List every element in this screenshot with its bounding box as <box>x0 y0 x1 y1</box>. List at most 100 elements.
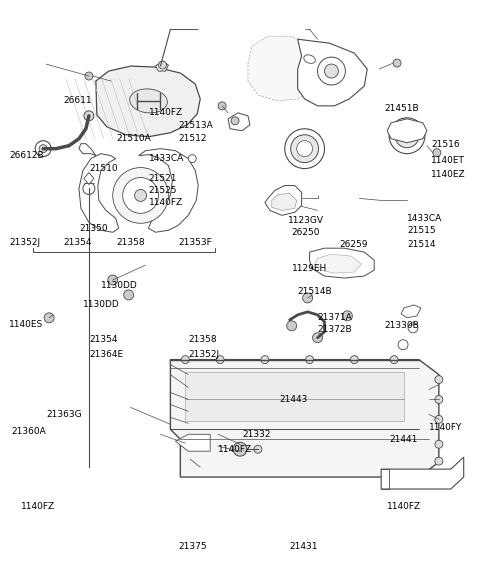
Circle shape <box>124 290 133 300</box>
Polygon shape <box>175 435 210 451</box>
Text: 1140FZ: 1140FZ <box>148 108 183 118</box>
Circle shape <box>181 356 189 364</box>
Circle shape <box>324 64 338 78</box>
Circle shape <box>342 311 352 321</box>
Circle shape <box>408 323 418 333</box>
Text: 26250: 26250 <box>292 228 320 237</box>
Polygon shape <box>381 457 464 489</box>
Text: 21353F: 21353F <box>179 238 212 247</box>
Circle shape <box>123 178 158 214</box>
Circle shape <box>350 356 358 364</box>
Text: 21521: 21521 <box>148 174 177 183</box>
Text: 1140ES: 1140ES <box>9 320 44 329</box>
Text: 21360A: 21360A <box>12 427 46 436</box>
Polygon shape <box>79 144 96 156</box>
Text: 1140FZ: 1140FZ <box>21 502 55 512</box>
Circle shape <box>85 72 93 80</box>
Circle shape <box>287 321 297 331</box>
Polygon shape <box>139 148 198 232</box>
Circle shape <box>35 140 51 156</box>
Circle shape <box>435 415 443 423</box>
Text: 21363G: 21363G <box>46 410 82 419</box>
Ellipse shape <box>304 55 315 63</box>
Text: 21330B: 21330B <box>384 321 419 330</box>
Polygon shape <box>248 36 324 101</box>
Circle shape <box>318 57 346 85</box>
Text: 1140FZ: 1140FZ <box>218 445 252 454</box>
Ellipse shape <box>130 89 168 113</box>
Text: 21364E: 21364E <box>89 350 123 359</box>
Text: 21441: 21441 <box>389 435 418 444</box>
Circle shape <box>254 445 262 453</box>
Circle shape <box>302 293 312 303</box>
Text: 21371A: 21371A <box>318 313 352 323</box>
Circle shape <box>291 135 319 163</box>
Text: 21525: 21525 <box>148 186 177 195</box>
Text: 21451B: 21451B <box>384 104 419 114</box>
Text: 21354: 21354 <box>63 238 92 247</box>
Circle shape <box>285 129 324 168</box>
Circle shape <box>134 190 146 202</box>
Polygon shape <box>185 372 404 421</box>
Text: 26611: 26611 <box>63 96 92 106</box>
Text: 1130DD: 1130DD <box>101 282 138 291</box>
Circle shape <box>390 356 398 364</box>
Circle shape <box>312 333 323 343</box>
Text: 1129EH: 1129EH <box>292 264 327 272</box>
Circle shape <box>113 167 168 223</box>
Text: 21516: 21516 <box>431 140 459 149</box>
Circle shape <box>261 356 269 364</box>
Text: 1130DD: 1130DD <box>83 300 120 309</box>
Text: 1140EZ: 1140EZ <box>431 170 466 179</box>
Text: 21431: 21431 <box>290 542 318 551</box>
Circle shape <box>306 356 313 364</box>
Polygon shape <box>298 39 367 106</box>
Circle shape <box>84 111 94 121</box>
Text: 26612B: 26612B <box>9 151 44 160</box>
Text: 21510A: 21510A <box>117 134 152 143</box>
Circle shape <box>395 124 419 148</box>
Text: 21512: 21512 <box>179 134 207 143</box>
Circle shape <box>218 102 226 110</box>
Text: 1123GV: 1123GV <box>288 216 324 225</box>
Circle shape <box>435 440 443 448</box>
Polygon shape <box>228 113 250 131</box>
Text: 21358: 21358 <box>188 335 217 344</box>
Text: 1140FZ: 1140FZ <box>387 502 421 512</box>
Text: 1433CA: 1433CA <box>148 154 184 163</box>
Circle shape <box>108 275 118 285</box>
Text: 26259: 26259 <box>339 240 368 249</box>
Text: 21513A: 21513A <box>179 121 213 130</box>
Circle shape <box>398 340 408 349</box>
Text: 1140ET: 1140ET <box>431 156 465 165</box>
Text: 21354: 21354 <box>89 335 118 344</box>
Text: 21514: 21514 <box>407 240 435 249</box>
Circle shape <box>297 140 312 156</box>
Polygon shape <box>156 61 168 71</box>
Circle shape <box>158 61 167 69</box>
Circle shape <box>39 144 47 152</box>
Text: 21350: 21350 <box>79 224 108 233</box>
Text: 1433CA: 1433CA <box>407 214 442 223</box>
Text: 21510: 21510 <box>89 164 118 173</box>
Polygon shape <box>96 66 200 136</box>
Text: 21515: 21515 <box>407 226 436 235</box>
Polygon shape <box>84 172 94 184</box>
Text: 1140FY: 1140FY <box>429 423 462 432</box>
Circle shape <box>435 396 443 404</box>
Text: 21352J: 21352J <box>188 350 219 359</box>
Polygon shape <box>310 248 374 278</box>
Text: 1140FZ: 1140FZ <box>148 198 183 207</box>
Polygon shape <box>79 154 119 232</box>
Polygon shape <box>314 254 361 273</box>
Circle shape <box>393 59 401 67</box>
Circle shape <box>83 183 95 195</box>
Polygon shape <box>272 194 297 210</box>
Text: 21514B: 21514B <box>298 287 332 296</box>
Circle shape <box>216 356 224 364</box>
Polygon shape <box>387 119 427 143</box>
Polygon shape <box>170 360 439 477</box>
Text: 21352J: 21352J <box>9 238 40 247</box>
Circle shape <box>188 155 196 163</box>
Circle shape <box>44 313 54 323</box>
